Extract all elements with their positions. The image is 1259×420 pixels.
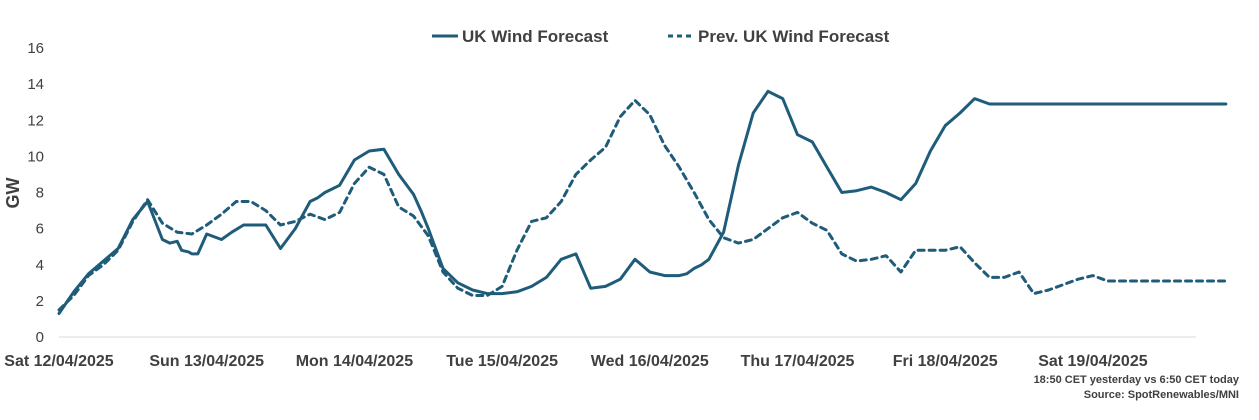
legend-dashed-label: Prev. UK Wind Forecast: [698, 27, 890, 46]
x-tick-label: Fri 18/04/2025: [893, 353, 998, 370]
series-line-uk-wind-forecast: [57, 89, 1228, 315]
y-tick-label: 12: [27, 112, 44, 129]
x-tick-label: Sat 19/04/2025: [1038, 353, 1148, 370]
x-tick-label: Sun 13/04/2025: [149, 353, 264, 370]
y-tick-label: 10: [27, 148, 44, 165]
x-tick-label: Tue 15/04/2025: [446, 353, 558, 370]
y-tick-label: 4: [36, 257, 44, 274]
x-tick-label: Wed 16/04/2025: [591, 353, 709, 370]
y-tick-label: 8: [36, 185, 44, 202]
series-group: [57, 89, 1228, 315]
y-tick-labels: 0 2 4 6 8 10 12 14 16: [27, 40, 44, 346]
y-tick-label: 6: [36, 221, 44, 238]
legend: UK Wind Forecast Prev. UK Wind Forecast: [432, 27, 890, 46]
x-tick-label: Mon 14/04/2025: [296, 353, 414, 370]
x-tick-labels: Sat 12/04/2025 Sun 13/04/2025 Mon 14/04/20…: [4, 353, 1147, 370]
y-axis-title: GW: [3, 177, 23, 208]
source-note: Source: SpotRenewables/MNI: [1083, 389, 1239, 401]
legend-solid-label: UK Wind Forecast: [462, 27, 609, 46]
series-line-prev-uk-wind-forecast: [57, 98, 1228, 312]
y-tick-label: 14: [27, 76, 44, 93]
x-tick-label: Thu 17/04/2025: [741, 353, 855, 370]
comparison-note: 18:50 CET yesterday vs 6:50 CET today: [1033, 374, 1239, 386]
x-tick-label: Sat 12/04/2025: [4, 353, 114, 370]
y-tick-label: 2: [36, 293, 44, 310]
y-tick-label: 0: [36, 329, 44, 346]
y-tick-label: 16: [27, 40, 44, 57]
